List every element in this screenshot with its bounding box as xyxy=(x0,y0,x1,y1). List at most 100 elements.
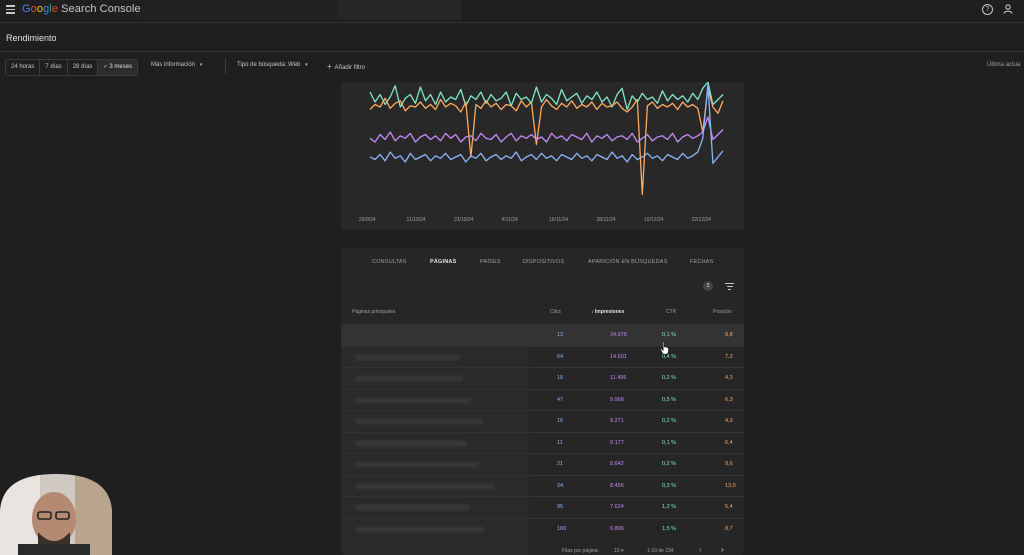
filter-count-badge: 3 xyxy=(703,281,713,291)
blurred-url xyxy=(355,526,485,532)
search-console-logo[interactable]: Google Search Console xyxy=(22,3,141,15)
add-filter-label: Añadir filtro xyxy=(334,65,366,71)
cell-clics: 18 xyxy=(557,375,564,381)
performance-chart: 29/9/24 11/10/24 23/10/24 4/11/24 16/11/24 28… xyxy=(359,82,724,223)
prev-page-icon[interactable]: ‹ xyxy=(699,545,702,554)
cell-clics: 47 xyxy=(557,396,564,403)
date-range-28d[interactable]: 28 días xyxy=(68,60,99,75)
performance-chart-card: 29/9/24 11/10/24 23/10/24 4/11/24 16/11/24 28… xyxy=(341,82,744,230)
date-range-7d[interactable]: 7 días xyxy=(40,60,68,75)
table-row[interactable]: 13 24.975 0,1 % 9,8 xyxy=(341,324,744,346)
next-page-icon[interactable]: › xyxy=(721,545,724,554)
blurred-url xyxy=(355,483,495,489)
header-position[interactable]: Posición xyxy=(713,309,732,315)
x-tick-label: 28/11/24 xyxy=(597,217,616,223)
cell-impressions: 8.642 xyxy=(610,461,624,467)
presenter-video xyxy=(0,474,112,555)
table-row[interactable]: 18 11.495 0,2 % 4,3 xyxy=(341,367,744,389)
tab-dispositivos[interactable]: DISPOSITIVOS xyxy=(523,259,565,265)
user-settings-icon[interactable] xyxy=(1003,3,1015,15)
cell-position: 9,8 xyxy=(725,332,733,338)
more-info-dropdown[interactable]: Más información ▾ xyxy=(151,62,202,68)
hand-cursor-icon xyxy=(660,341,669,355)
cell-impressions: 9.271 xyxy=(610,418,624,424)
x-tick-label: 16/11/24 xyxy=(549,217,568,223)
cell-impressions: 7.624 xyxy=(610,504,624,510)
table-row[interactable]: 16 9.271 0,2 % 4,9 xyxy=(341,410,744,432)
webcam-overlay xyxy=(0,474,112,555)
dimension-tabs: CONSULTAS PÁGINAS PAÍSES DISPOSITIVOS AP… xyxy=(341,248,744,276)
tab-fechas[interactable]: FECHAS xyxy=(690,259,714,265)
blurred-url xyxy=(355,354,460,360)
cell-clics: 64 xyxy=(557,353,564,360)
date-range-3m[interactable]: ✓ 3 meses xyxy=(98,60,138,75)
table-row[interactable]: 24 8.456 0,3 % 13,0 xyxy=(341,474,744,497)
table-card: CONSULTAS PÁGINAS PAÍSES DISPOSITIVOS AP… xyxy=(341,248,744,555)
google-wordmark: Google xyxy=(22,3,59,15)
cell-position: 13,0 xyxy=(725,482,736,489)
cell-ctr: 0,3 % xyxy=(662,482,677,489)
series-line-3 xyxy=(369,83,724,164)
header-ctr[interactable]: CTR xyxy=(666,309,677,315)
add-filter-button[interactable]: + Añadir filtro xyxy=(327,62,365,71)
rows-per-page-select[interactable]: 10 ▾ xyxy=(614,548,623,554)
divider xyxy=(0,22,1024,23)
series-line-1 xyxy=(369,87,724,196)
cell-position: 6,4 xyxy=(725,439,733,446)
search-inspect-input[interactable] xyxy=(338,0,462,20)
header-clics[interactable]: Clics xyxy=(550,309,561,315)
table-row[interactable]: 95 7.624 1,2 % 5,4 xyxy=(341,496,744,518)
cell-ctr: 0,2 % xyxy=(662,418,677,424)
cell-ctr: 1,5 % xyxy=(662,525,677,532)
pagination-range: 1-10 de 234 xyxy=(647,548,674,554)
header-impressions-label: Impresiones xyxy=(594,309,625,315)
table-row[interactable]: 21 8.642 0,2 % 9,6 xyxy=(341,453,744,475)
cell-position: 9,6 xyxy=(725,461,733,467)
more-info-label: Más información xyxy=(151,62,196,68)
plus-icon: + xyxy=(327,62,332,71)
date-range-24h[interactable]: 24 horas xyxy=(6,60,41,75)
divider xyxy=(225,58,226,74)
tab-paginas[interactable]: PÁGINAS xyxy=(430,259,457,265)
series-line-0 xyxy=(369,82,724,111)
cell-impressions: 11.495 xyxy=(610,375,627,381)
x-tick-label: 10/12/24 xyxy=(644,217,664,223)
tab-consultas[interactable]: CONSULTAS xyxy=(372,259,407,265)
caret-down-icon: ▾ xyxy=(620,548,624,554)
cell-clics: 24 xyxy=(557,482,564,489)
cell-ctr: 0,1 % xyxy=(662,439,677,446)
cell-impressions: 8.456 xyxy=(610,482,624,489)
x-tick-label: 23/10/24 xyxy=(454,217,474,223)
help-icon[interactable]: ? xyxy=(982,4,993,15)
table-row[interactable]: 47 9.968 0,5 % 6,3 xyxy=(341,388,744,411)
tab-aparicion[interactable]: APARICIÓN EN BÚSQUEDAS xyxy=(588,259,668,265)
property-selector[interactable] xyxy=(142,0,338,20)
cell-ctr: 0,5 % xyxy=(662,396,677,403)
search-type-filter[interactable]: Tipo de búsqueda: Web ▾ xyxy=(237,62,308,68)
hamburger-menu-icon[interactable] xyxy=(6,5,15,14)
x-tick-label: 4/11/24 xyxy=(502,217,519,223)
table-row[interactable]: 64 14.601 0,4 % 7,2 xyxy=(341,345,744,368)
cell-position: 7,2 xyxy=(725,353,733,360)
cell-impressions: 24.975 xyxy=(610,332,627,338)
arrow-down-icon: ↓ xyxy=(591,309,594,315)
date-range-selector: 24 horas 7 días 28 días ✓ 3 meses xyxy=(5,59,139,76)
top-bar: Google Search Console ? xyxy=(0,0,1024,22)
tab-paises[interactable]: PAÍSES xyxy=(480,259,501,265)
cell-clics: 100 xyxy=(557,525,567,532)
search-type-label: Tipo de búsqueda: Web xyxy=(237,62,301,68)
table-row[interactable]: 100 6.896 1,5 % 8,7 xyxy=(341,517,744,540)
header-impressions[interactable]: ↓ Impresiones xyxy=(591,309,624,315)
blurred-url xyxy=(355,440,467,446)
cell-clics: 16 xyxy=(557,418,564,424)
header-pages[interactable]: Páginas principales xyxy=(352,309,396,315)
rows-per-page-value: 10 xyxy=(614,548,620,554)
cell-impressions: 9.968 xyxy=(610,396,624,403)
table-row[interactable]: 11 9.177 0,1 % 6,4 xyxy=(341,431,744,454)
x-tick-label: 11/10/24 xyxy=(407,217,426,223)
check-icon: ✓ xyxy=(103,64,108,70)
cell-ctr: 0,2 % xyxy=(662,461,677,467)
filter-icon[interactable] xyxy=(725,283,734,290)
cell-clics: 21 xyxy=(557,461,564,467)
page-title: Rendimiento xyxy=(6,33,57,43)
